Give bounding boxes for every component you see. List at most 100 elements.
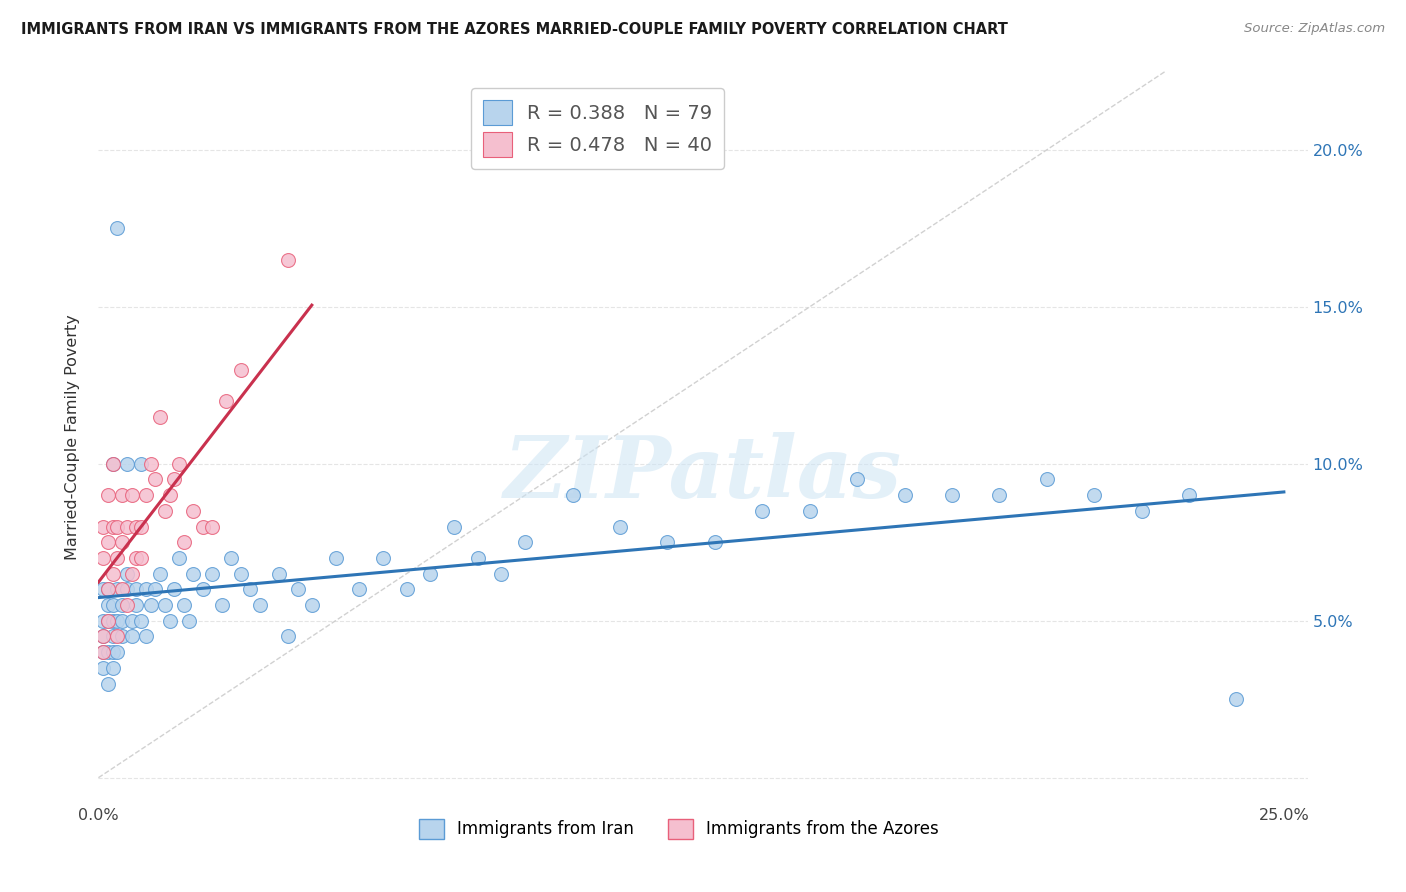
Point <box>115 598 138 612</box>
Point <box>395 582 418 597</box>
Point <box>561 488 583 502</box>
Point <box>229 566 252 581</box>
Point <box>1130 504 1153 518</box>
Point <box>101 519 124 533</box>
Point <box>135 488 157 502</box>
Point <box>143 473 166 487</box>
Point <box>153 504 176 518</box>
Point <box>111 614 134 628</box>
Point <box>893 488 915 502</box>
Point <box>91 614 114 628</box>
Point <box>277 629 299 643</box>
Point <box>229 362 252 376</box>
Point <box>149 566 172 581</box>
Point <box>101 457 124 471</box>
Point <box>267 566 290 581</box>
Point <box>101 566 124 581</box>
Point <box>215 394 238 409</box>
Point <box>325 550 347 565</box>
Point <box>181 504 204 518</box>
Point <box>125 550 148 565</box>
Point <box>129 457 152 471</box>
Point <box>97 614 120 628</box>
Point <box>347 582 370 597</box>
Point <box>1178 488 1201 502</box>
Point <box>1083 488 1105 502</box>
Point <box>191 582 214 597</box>
Point <box>287 582 309 597</box>
Point <box>97 614 120 628</box>
Point <box>97 582 120 597</box>
Point <box>91 661 114 675</box>
Point <box>101 614 124 628</box>
Point <box>239 582 262 597</box>
Point <box>443 519 465 533</box>
Point <box>163 473 186 487</box>
Point <box>371 550 394 565</box>
Point <box>111 598 134 612</box>
Point <box>163 582 186 597</box>
Point <box>129 614 152 628</box>
Point <box>125 598 148 612</box>
Point <box>101 661 124 675</box>
Point <box>105 582 128 597</box>
Point <box>105 645 128 659</box>
Point <box>97 645 120 659</box>
Point <box>173 535 195 549</box>
Point <box>101 645 124 659</box>
Point <box>121 566 143 581</box>
Point <box>1225 692 1247 706</box>
Point <box>159 488 181 502</box>
Point <box>211 598 233 612</box>
Point <box>657 535 679 549</box>
Point <box>111 582 134 597</box>
Point <box>115 519 138 533</box>
Point <box>91 519 114 533</box>
Point <box>101 457 124 471</box>
Point <box>97 676 120 690</box>
Point <box>105 519 128 533</box>
Point <box>91 582 114 597</box>
Point <box>111 629 134 643</box>
Legend: Immigrants from Iran, Immigrants from the Azores: Immigrants from Iran, Immigrants from th… <box>412 812 945 846</box>
Point <box>129 550 152 565</box>
Point <box>125 519 148 533</box>
Point <box>115 582 138 597</box>
Point <box>173 598 195 612</box>
Point <box>105 629 128 643</box>
Point <box>139 457 162 471</box>
Text: IMMIGRANTS FROM IRAN VS IMMIGRANTS FROM THE AZORES MARRIED-COUPLE FAMILY POVERTY: IMMIGRANTS FROM IRAN VS IMMIGRANTS FROM … <box>21 22 1008 37</box>
Point <box>121 614 143 628</box>
Point <box>515 535 537 549</box>
Point <box>153 598 176 612</box>
Point <box>105 614 128 628</box>
Point <box>201 566 224 581</box>
Point <box>111 535 134 549</box>
Point <box>167 457 190 471</box>
Point <box>97 598 120 612</box>
Point <box>149 409 172 424</box>
Point <box>846 473 869 487</box>
Point <box>139 598 162 612</box>
Point <box>91 550 114 565</box>
Point <box>191 519 214 533</box>
Text: Source: ZipAtlas.com: Source: ZipAtlas.com <box>1244 22 1385 36</box>
Point <box>125 582 148 597</box>
Point <box>491 566 513 581</box>
Point <box>419 566 441 581</box>
Point <box>751 504 773 518</box>
Point <box>121 629 143 643</box>
Point <box>703 535 725 549</box>
Point <box>115 457 138 471</box>
Point <box>177 614 200 628</box>
Point <box>91 629 114 643</box>
Point <box>97 535 120 549</box>
Point <box>105 550 128 565</box>
Point <box>97 582 120 597</box>
Point <box>121 488 143 502</box>
Point <box>301 598 323 612</box>
Point <box>105 221 128 235</box>
Point <box>181 566 204 581</box>
Text: ZIPatlas: ZIPatlas <box>503 432 903 516</box>
Point <box>97 488 120 502</box>
